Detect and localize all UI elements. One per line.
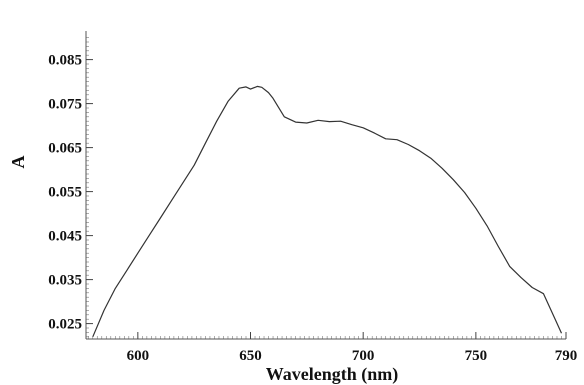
y-tick-label: 0.055 [48, 185, 82, 201]
y-axis-title: A [8, 156, 28, 169]
x-tick-label: 650 [239, 348, 262, 364]
y-tick-label: 0.025 [48, 317, 82, 333]
x-tick-label: 700 [352, 348, 375, 364]
x-tick-label: 790 [555, 348, 578, 364]
y-tick-label: 0.035 [48, 273, 82, 289]
y-tick-label: 0.075 [48, 97, 82, 113]
x-tick-label: 750 [465, 348, 488, 364]
absorbance-series-line [92, 85, 563, 338]
y-tick-label: 0.045 [48, 229, 82, 245]
y-tick-label: 0.085 [48, 53, 82, 69]
y-axis-ticks: 0.025 0.035 0.045 0.055 0.065 0.075 0.085 [48, 53, 93, 333]
x-tick-label: 600 [127, 348, 150, 364]
x-axis-title: Wavelength (nm) [266, 364, 399, 385]
y-tick-label: 0.065 [48, 141, 82, 157]
x-axis-ticks: 600 650 700 750 790 [127, 332, 578, 364]
